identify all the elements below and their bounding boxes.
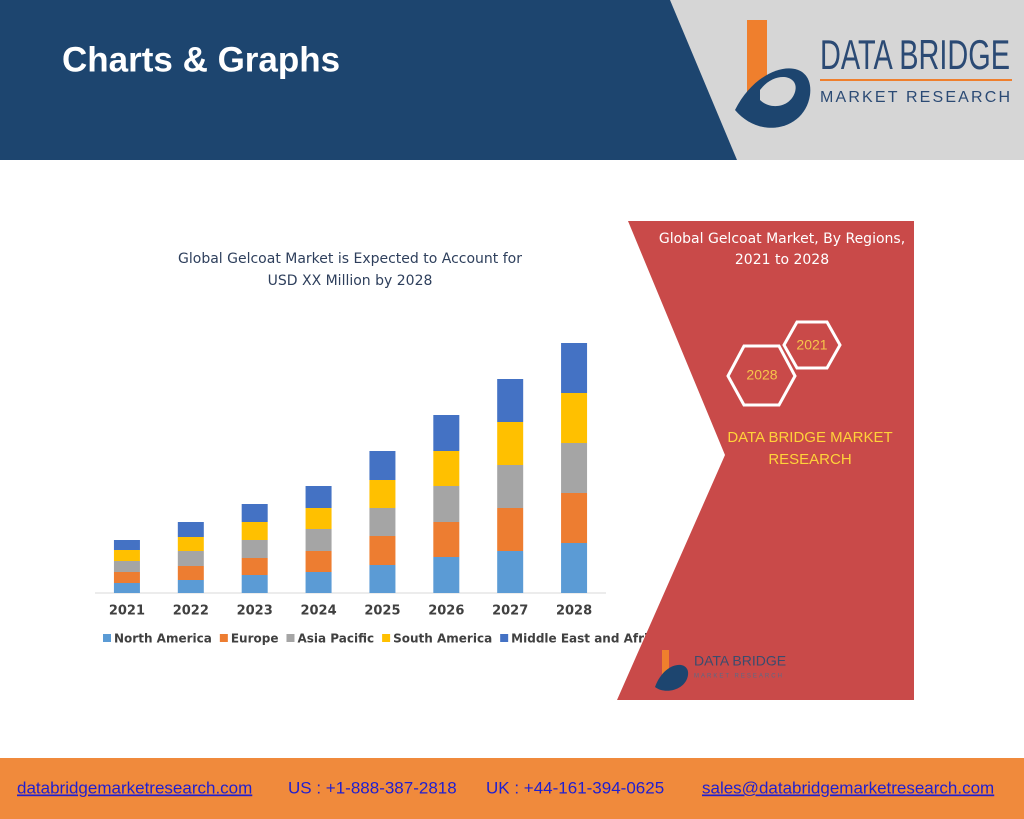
legend-label: North America: [114, 632, 212, 646]
x-tick-label: 2023: [237, 604, 273, 619]
footer-bg: [0, 758, 1024, 819]
legend-label: South America: [393, 632, 492, 646]
bar-segment: [305, 529, 332, 551]
panel-logo-tagline: MARKET RESEARCH: [694, 674, 784, 680]
legend-label: Middle East and Africa: [511, 632, 663, 646]
footer-uk: UK : +44-161-394-0625: [486, 778, 664, 797]
legend-label: Asia Pacific: [297, 632, 374, 646]
bar-segment: [433, 451, 460, 486]
hexagon-label: 2021: [796, 337, 827, 353]
bar-segment: [305, 508, 332, 529]
bar-segment: [561, 343, 588, 393]
logo-hole: [760, 77, 796, 107]
bar-segment: [561, 543, 588, 593]
chart: Global Gelcoat Market is Expected to Acc…: [95, 251, 663, 646]
hexagon-label: 2028: [746, 367, 777, 383]
bar-segment: [241, 540, 268, 558]
panel-logo-stem: [662, 650, 669, 680]
x-tick-label: 2022: [173, 604, 209, 619]
legend-swatch: [286, 634, 295, 642]
bar-segment: [113, 572, 140, 583]
bar-segment: [113, 550, 140, 561]
bar-segment: [561, 393, 588, 443]
bar-segment: [497, 379, 524, 422]
bar-segment: [113, 561, 140, 572]
panel-title: 2021 to 2028: [735, 252, 829, 268]
x-tick-label: 2025: [364, 604, 400, 619]
panel-logo-name: DATA BRIDGE: [694, 653, 786, 669]
bar-segment: [369, 536, 396, 565]
footer-us: US : +1-888-387-2818: [288, 778, 457, 797]
bar-segment: [369, 508, 396, 536]
legend-swatch: [500, 634, 509, 642]
footer-website[interactable]: databridgemarketresearch.com: [17, 778, 252, 797]
x-tick-label: 2026: [428, 604, 464, 619]
legend-swatch: [219, 634, 228, 642]
bar-segment: [497, 422, 524, 465]
bar-segment: [241, 558, 268, 575]
bar-segment: [177, 551, 204, 566]
bar-segment: [305, 572, 332, 593]
chart-title: USD XX Million by 2028: [268, 273, 433, 289]
bar-segment: [369, 451, 396, 480]
x-tick-label: 2027: [492, 604, 528, 619]
panel-brand: RESEARCH: [768, 451, 851, 468]
hexagon: [726, 344, 797, 407]
hexagon: [782, 320, 842, 370]
bar-segment: [113, 583, 140, 593]
bar-segment: [369, 565, 396, 593]
chart-title: Global Gelcoat Market is Expected to Acc…: [178, 251, 522, 267]
bar-segment: [433, 486, 460, 522]
bar-segment: [177, 580, 204, 593]
panel-brand: DATA BRIDGE MARKET: [727, 429, 892, 446]
bar-segment: [561, 493, 588, 543]
header-title: Charts & Graphs: [62, 40, 340, 79]
panel-bg: [617, 221, 914, 700]
x-tick-label: 2028: [556, 604, 592, 619]
bar-segment: [561, 443, 588, 493]
x-tick-label: 2021: [109, 604, 145, 619]
bar-segment: [433, 415, 460, 451]
footer-email[interactable]: sales@databridgemarketresearch.com: [702, 778, 994, 797]
panel-logo-bowl: [655, 664, 689, 691]
bar-segment: [497, 508, 524, 551]
logo-tagline: MARKET RESEARCH: [820, 89, 1010, 106]
bar-segment: [177, 522, 204, 537]
bar-segment: [241, 575, 268, 593]
header-band: [0, 0, 737, 160]
bar-segment: [241, 504, 268, 522]
panel: Global Gelcoat Market, By Regions, 2021 …: [617, 221, 914, 700]
x-tick-label: 2024: [300, 604, 336, 619]
bar-segment: [305, 486, 332, 508]
bar-segment: [177, 537, 204, 551]
bar-segment: [433, 557, 460, 593]
bar-segment: [497, 465, 524, 508]
bar-segment: [369, 480, 396, 508]
bar-segment: [433, 522, 460, 557]
legend-label: Europe: [231, 632, 279, 646]
logo: DATA BRIDGE MARKET RESEARCH: [735, 20, 1012, 128]
legend-swatch: [103, 634, 111, 642]
bar-segment: [177, 566, 204, 580]
bar-segment: [113, 540, 140, 550]
bar-segment: [241, 522, 268, 540]
panel-title: Global Gelcoat Market, By Regions,: [659, 231, 905, 247]
legend-swatch: [382, 634, 391, 642]
logo-name: DATA BRIDGE: [820, 31, 1010, 78]
bar-segment: [497, 551, 524, 593]
bar-segment: [305, 551, 332, 572]
